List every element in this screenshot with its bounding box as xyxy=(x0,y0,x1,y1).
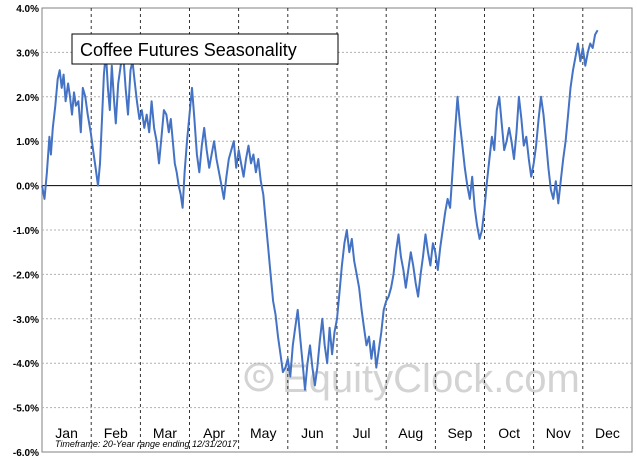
x-tick-label: Dec xyxy=(595,425,620,441)
y-tick-label: -3.0% xyxy=(13,315,39,326)
x-gridlines xyxy=(90,8,584,452)
watermark-logo-letter: C xyxy=(253,367,266,387)
x-tick-label: Feb xyxy=(104,425,128,441)
x-tick-label: Oct xyxy=(498,425,520,441)
x-tick-label: Nov xyxy=(546,425,571,441)
x-tick-label: Apr xyxy=(203,425,225,441)
x-tick-label: Jun xyxy=(301,425,324,441)
watermark-text: EquityClock.com xyxy=(282,357,580,401)
y-tick-label: -6.0% xyxy=(13,448,39,459)
y-tick-label: 0.0% xyxy=(16,182,39,193)
y-tick-label: 3.0% xyxy=(16,48,39,59)
chart-title: Coffee Futures Seasonality xyxy=(80,40,297,60)
title-box xyxy=(71,33,339,65)
watermark: C EquityClock.com xyxy=(244,357,580,401)
y-tick-label: -1.0% xyxy=(13,226,39,237)
x-tick-labels: Jan Feb Mar Apr May Jun Jul Aug Sep Oct Nov Dec xyxy=(55,425,620,441)
y-tick-label: 1.0% xyxy=(16,137,39,148)
footnote: Timeframe: 20-Year range ending 12/31/20… xyxy=(55,439,238,449)
y-tick-label: -5.0% xyxy=(13,404,39,415)
x-tick-label: Mar xyxy=(153,425,177,441)
y-tick-label: 2.0% xyxy=(16,93,39,104)
x-tick-label: Sep xyxy=(447,425,472,441)
y-tick-labels: 4.0% 3.0% 2.0% 1.0% 0.0% -1.0% -2.0% -3.0% -4.0%… xyxy=(13,4,39,459)
watermark-logo-icon xyxy=(244,362,274,392)
y-tick-label: 4.0% xyxy=(16,4,39,15)
y-tick-label: -2.0% xyxy=(13,270,39,281)
x-tick-label: Jul xyxy=(353,425,371,441)
x-tick-label: May xyxy=(250,425,276,441)
x-tick-label: Jan xyxy=(55,425,78,441)
y-tick-label: -4.0% xyxy=(13,359,39,370)
series-line-coffee xyxy=(41,29,599,391)
x-tick-label: Aug xyxy=(398,425,423,441)
